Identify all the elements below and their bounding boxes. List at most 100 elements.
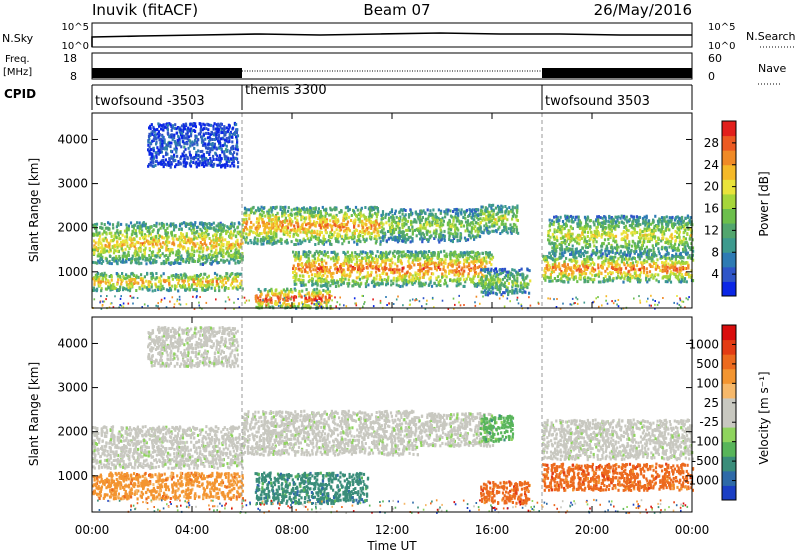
heatmap-cell xyxy=(293,243,296,246)
heatmap-cell xyxy=(368,217,371,221)
heatmap-cell xyxy=(224,281,228,285)
heatmap-cell xyxy=(284,293,287,297)
heatmap-cell xyxy=(97,259,100,263)
heatmap-cell xyxy=(346,250,349,254)
heatmap-cell xyxy=(276,295,279,299)
heatmap-cell xyxy=(321,263,324,266)
heatmap-cell xyxy=(115,225,118,229)
heatmap-cell xyxy=(192,278,195,282)
heatmap-cell xyxy=(167,141,170,145)
heatmap-cell xyxy=(470,231,473,235)
heatmap-cell xyxy=(329,206,332,210)
heatmap-cell xyxy=(455,219,458,223)
heatmap-cell xyxy=(282,297,285,301)
heatmap-cell xyxy=(294,231,298,235)
heatmap-cell xyxy=(474,229,477,233)
heatmap-cell xyxy=(135,240,138,244)
heatmap-cell xyxy=(322,289,325,292)
heatmap-cell xyxy=(347,284,350,288)
heatmap-cell xyxy=(266,298,269,302)
heatmap-cell xyxy=(149,124,152,128)
heatmap-cell xyxy=(392,237,395,241)
heatmap-cell xyxy=(350,270,353,274)
heatmap-cell xyxy=(175,258,178,262)
heatmap-cell xyxy=(344,236,347,240)
heatmap-cell xyxy=(448,269,451,273)
heatmap-cell xyxy=(160,274,163,278)
freq-unit-label: [MHz] xyxy=(3,67,32,78)
heatmap-cell xyxy=(308,264,311,268)
heatmap-cell xyxy=(162,287,165,291)
heatmap-cell xyxy=(220,276,224,280)
heatmap-cell xyxy=(403,224,406,228)
heatmap-cell xyxy=(226,250,229,254)
heatmap-cell xyxy=(332,282,335,286)
heatmap-cell xyxy=(381,212,384,216)
heatmap-cell xyxy=(350,260,353,264)
heatmap-cell xyxy=(121,272,124,275)
heatmap-cell xyxy=(192,124,195,128)
heatmap-cell xyxy=(193,129,196,132)
heatmap-cell xyxy=(117,250,120,253)
heatmap-cell xyxy=(315,287,319,291)
heatmap-cell xyxy=(283,219,286,223)
heatmap-cell xyxy=(153,224,156,227)
heatmap-cell xyxy=(388,216,391,220)
heatmap-cell xyxy=(383,235,386,239)
heatmap-cell xyxy=(316,256,320,260)
heatmap-cell xyxy=(142,224,145,228)
heatmap-cell xyxy=(356,208,359,212)
heatmap-cell xyxy=(499,232,502,235)
heatmap-cell xyxy=(170,162,173,166)
heatmap-cell xyxy=(222,251,225,255)
heatmap-cell xyxy=(488,260,491,264)
heatmap-cell xyxy=(449,209,452,213)
heatmap-cell xyxy=(145,279,148,283)
heatmap-cell xyxy=(478,255,481,259)
heatmap-cell xyxy=(486,207,489,211)
heatmap-cell xyxy=(96,273,99,277)
heatmap-cell xyxy=(98,283,101,287)
heatmap-cell xyxy=(465,256,468,260)
heatmap-cell xyxy=(476,233,479,237)
heatmap-cell xyxy=(409,240,412,244)
heatmap-cell xyxy=(219,125,222,129)
heatmap-cell xyxy=(151,230,154,234)
heatmap-cell xyxy=(187,253,190,257)
heatmap-cell xyxy=(207,132,210,135)
heatmap-cell xyxy=(215,123,218,127)
heatmap-cell xyxy=(170,155,173,159)
heatmap-cell xyxy=(324,220,327,224)
heatmap-cell xyxy=(160,124,163,128)
heatmap-cell xyxy=(162,128,165,132)
heatmap-cell xyxy=(371,258,374,262)
heatmap-cell xyxy=(101,232,104,236)
heatmap-cell xyxy=(389,211,392,215)
heatmap-cell xyxy=(381,216,384,220)
heatmap-cell xyxy=(416,272,419,276)
heatmap-cell xyxy=(373,284,376,288)
count-panel: N.Sky 10^5 10^0 10^5 10^0 N.Search xyxy=(2,22,796,52)
heatmap-cell xyxy=(410,210,413,214)
heatmap-cell xyxy=(479,264,482,268)
heatmap-cell xyxy=(275,226,278,230)
heatmap-cell xyxy=(495,213,498,216)
heatmap-cell xyxy=(217,261,221,264)
heatmap-cell xyxy=(165,258,168,261)
heatmap-cell xyxy=(210,146,213,150)
heatmap-cell xyxy=(397,268,400,272)
heatmap-cell xyxy=(206,284,209,287)
heatmap-cell xyxy=(422,222,425,226)
heatmap-cell xyxy=(412,258,415,262)
heatmap-cell xyxy=(231,246,234,250)
heatmap-cell xyxy=(260,242,263,246)
heatmap-cell xyxy=(440,219,443,223)
heatmap-cell xyxy=(433,281,436,285)
heatmap-cell xyxy=(329,223,332,227)
heatmap-cell xyxy=(193,124,196,127)
heatmap-cell xyxy=(267,211,270,215)
heatmap-cell xyxy=(114,287,118,291)
heatmap-cell xyxy=(102,273,105,277)
heatmap-cell xyxy=(161,135,164,139)
heatmap-cell xyxy=(428,267,431,270)
